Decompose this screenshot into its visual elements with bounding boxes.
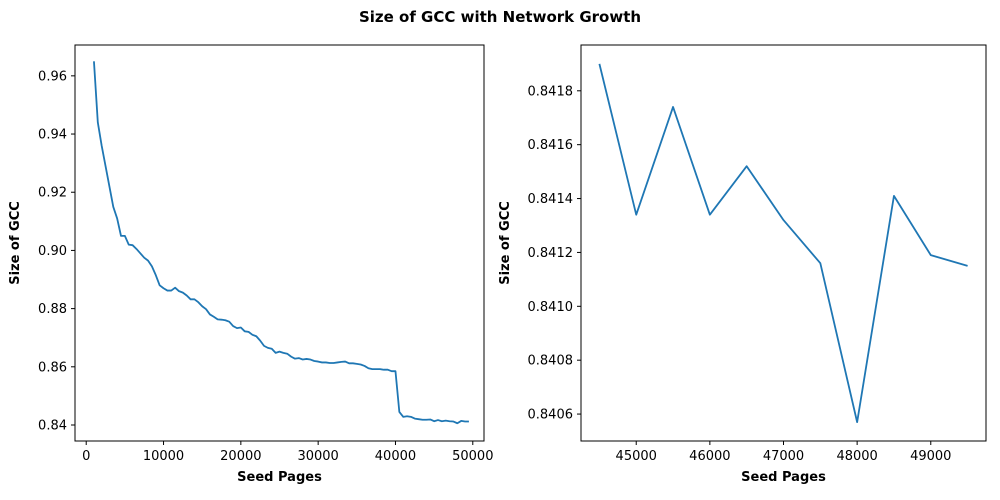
right-chart-y-tick-label: 0.8406 bbox=[528, 408, 574, 423]
right-chart-y-axis-label: Size of GCC bbox=[498, 201, 513, 285]
right-chart-frame bbox=[580, 44, 987, 442]
left-chart-x-tick-label: 40000 bbox=[375, 449, 416, 464]
right-chart: 45000 46000 47000 48000 49000 0.8406 0.8408 0.8… bbox=[498, 44, 987, 485]
figure-title: Size of GCC with Network Growth bbox=[359, 8, 641, 26]
left-chart-y-tick-label: 0.88 bbox=[38, 302, 67, 317]
right-chart-y-tick-label: 0.8410 bbox=[528, 300, 574, 315]
left-chart-x-tick-label: 30000 bbox=[297, 449, 338, 464]
right-chart-x-axis-label: Seed Pages bbox=[741, 470, 826, 485]
right-chart-x-tick-label: 47000 bbox=[763, 449, 804, 464]
left-chart-y-tick-label: 0.94 bbox=[38, 128, 67, 143]
left-chart-x-tick-label: 10000 bbox=[143, 449, 184, 464]
left-chart-frame bbox=[74, 44, 485, 442]
left-chart-y-tick-label: 0.86 bbox=[38, 360, 67, 375]
left-chart-x-tick-label: 50000 bbox=[452, 449, 493, 464]
left-chart-x-tick-label: 0 bbox=[82, 449, 90, 464]
right-chart-line bbox=[598, 63, 968, 424]
right-chart-y-tick-label: 0.8414 bbox=[528, 192, 574, 207]
left-chart-ticks: 0 10000 20000 30000 40000 50000 0.84 0.86 0.88 0.… bbox=[38, 69, 493, 464]
right-chart-ticks: 45000 46000 47000 48000 49000 0.8406 0.8408 0.8… bbox=[528, 84, 952, 464]
left-chart-y-tick-label: 0.84 bbox=[38, 418, 67, 433]
right-chart-y-tick-label: 0.8408 bbox=[528, 354, 574, 369]
right-chart-x-tick-label: 48000 bbox=[836, 449, 877, 464]
left-chart-y-tick-label: 0.92 bbox=[38, 186, 67, 201]
right-chart-y-tick-label: 0.8416 bbox=[528, 138, 574, 153]
left-chart-x-axis-label: Seed Pages bbox=[237, 470, 322, 485]
left-chart-y-axis-label: Size of GCC bbox=[8, 201, 23, 285]
right-chart-x-tick-label: 49000 bbox=[910, 449, 951, 464]
right-chart-x-tick-label: 45000 bbox=[616, 449, 657, 464]
left-chart-y-tick-label: 0.90 bbox=[38, 244, 67, 259]
right-chart-y-tick-label: 0.8418 bbox=[528, 84, 574, 99]
left-chart: 0 10000 20000 30000 40000 50000 0.84 0.86 0.88 0.… bbox=[8, 44, 493, 485]
left-chart-line bbox=[93, 61, 469, 425]
left-chart-x-tick-label: 20000 bbox=[220, 449, 261, 464]
right-chart-x-tick-label: 46000 bbox=[689, 449, 730, 464]
left-chart-y-tick-label: 0.96 bbox=[38, 69, 67, 84]
right-chart-y-tick-label: 0.8412 bbox=[528, 246, 574, 261]
